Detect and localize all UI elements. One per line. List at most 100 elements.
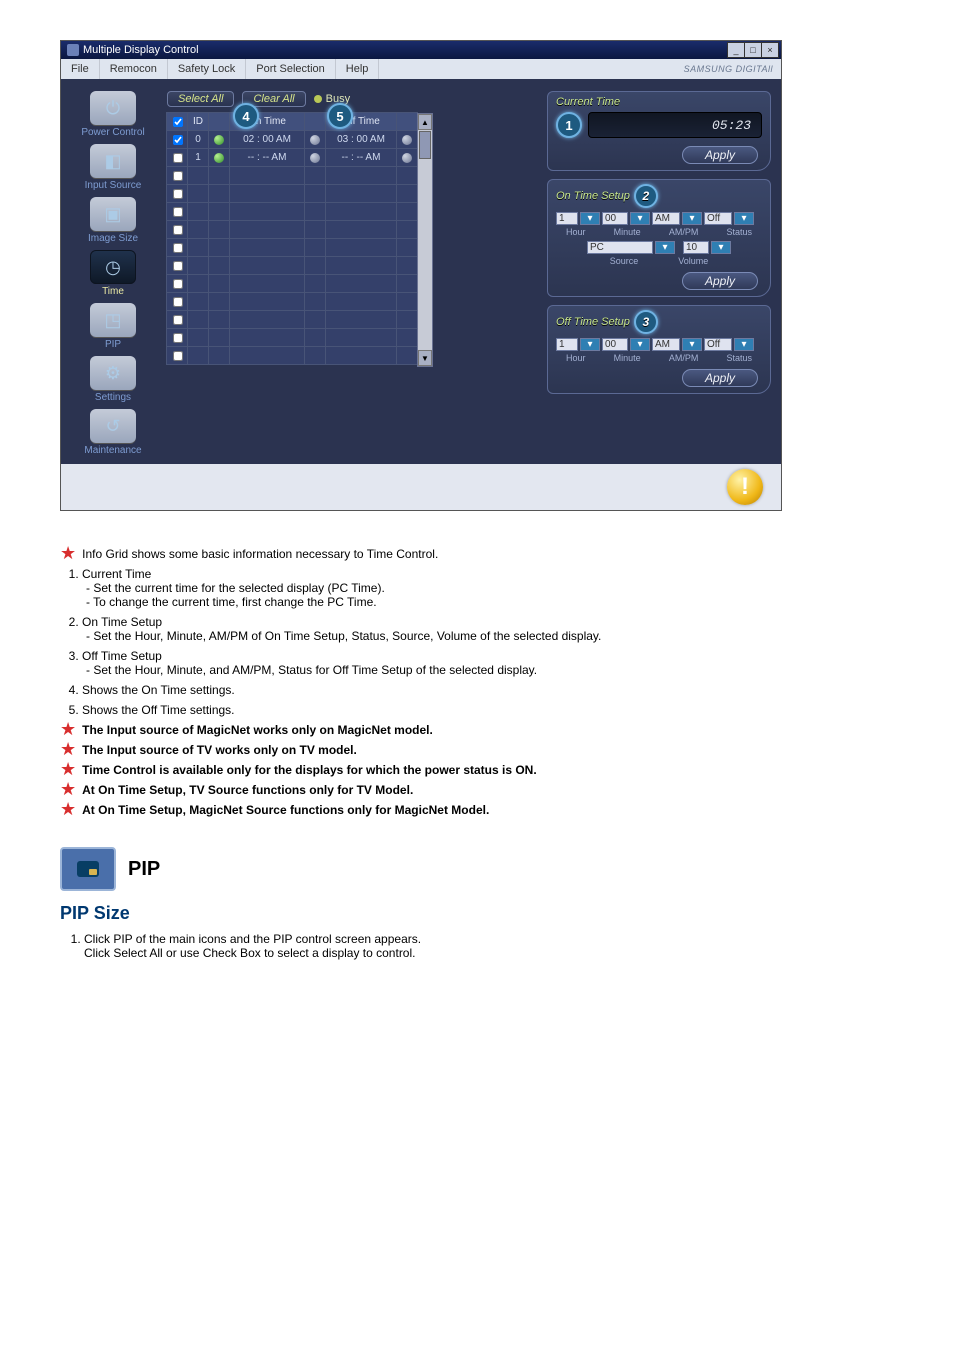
row-checkbox[interactable]	[166, 328, 188, 347]
col-id: ID	[187, 112, 209, 131]
dropdown-icon[interactable]: ▾	[655, 241, 675, 254]
panel-off-time: Off Time Setup 3 1▾ 00▾ AM▾ Off▾ Hour Mi…	[547, 305, 771, 394]
row-checkbox[interactable]	[166, 166, 188, 185]
table-cell	[187, 202, 209, 221]
row-checkbox[interactable]	[166, 130, 188, 149]
table-row[interactable]	[167, 167, 419, 185]
dropdown-icon[interactable]: ▾	[734, 212, 754, 225]
menu-help[interactable]: Help	[336, 59, 380, 79]
table-row[interactable]: 002 : 00 AM03 : 00 AM	[167, 131, 419, 149]
dropdown-icon[interactable]: ▾	[630, 212, 650, 225]
table-row[interactable]	[167, 257, 419, 275]
pip-section-icon	[60, 847, 116, 891]
table-row[interactable]	[167, 203, 419, 221]
table-row[interactable]	[167, 329, 419, 347]
sidebar-item-time[interactable]: ◷ Time	[67, 250, 159, 297]
sidebar-item-input-source[interactable]: ◧ Input Source	[67, 144, 159, 191]
off-hour-select[interactable]: 1	[556, 338, 578, 351]
dropdown-icon[interactable]: ▾	[734, 338, 754, 351]
col-status2	[304, 112, 326, 131]
off-status-select[interactable]: Off	[704, 338, 732, 351]
apply-off-time-button[interactable]: Apply	[682, 369, 758, 387]
menu-port-selection[interactable]: Port Selection	[246, 59, 335, 79]
row-checkbox[interactable]	[166, 202, 188, 221]
sidebar-item-power-control[interactable]: ⏻ Power Control	[67, 91, 159, 138]
row-checkbox[interactable]	[166, 310, 188, 329]
maximize-button[interactable]: □	[744, 42, 762, 58]
table-row[interactable]	[167, 293, 419, 311]
menu-remocon[interactable]: Remocon	[100, 59, 168, 79]
dropdown-icon[interactable]: ▾	[630, 338, 650, 351]
menu-file[interactable]: File	[61, 59, 100, 79]
table-cell	[304, 184, 326, 203]
table-row[interactable]	[167, 275, 419, 293]
table-cell	[396, 274, 418, 293]
on-labels: Hour Minute AM/PM Status	[556, 227, 762, 237]
row-checkbox[interactable]	[166, 256, 188, 275]
off-ampm-select[interactable]: AM	[652, 338, 680, 351]
warning-line: ★The Input source of MagicNet works only…	[60, 723, 860, 737]
apply-on-time-button[interactable]: Apply	[682, 272, 758, 290]
on-source-select[interactable]: PC	[587, 241, 653, 254]
dropdown-icon[interactable]: ▾	[580, 212, 600, 225]
row-checkbox[interactable]	[166, 292, 188, 311]
on-minute-select[interactable]: 00	[602, 212, 628, 225]
row-checkbox[interactable]	[166, 274, 188, 293]
table-row[interactable]	[167, 311, 419, 329]
table-cell	[396, 166, 418, 185]
table-row[interactable]: 1-- : -- AM-- : -- AM	[167, 149, 419, 167]
table-row[interactable]	[167, 185, 419, 203]
warning-text: At On Time Setup, MagicNet Source functi…	[82, 803, 489, 817]
table-cell	[304, 274, 326, 293]
table-cell: -- : -- AM	[229, 148, 305, 167]
warning-line: ★Time Control is available only for the …	[60, 763, 860, 777]
row-checkbox[interactable]	[166, 184, 188, 203]
sidebar-item-image-size[interactable]: ▣ Image Size	[67, 197, 159, 244]
on-status-select[interactable]: Off	[704, 212, 732, 225]
sidebar-item-settings[interactable]: ⚙ Settings	[67, 356, 159, 403]
scroll-down-icon[interactable]: ▼	[418, 350, 432, 366]
table-cell	[325, 184, 397, 203]
panel-title: Current Time	[556, 96, 762, 108]
panel-title: On Time Setup 2	[556, 184, 762, 208]
on-hour-select[interactable]: 1	[556, 212, 578, 225]
grid-scrollbar[interactable]: ▲ ▼	[417, 113, 433, 367]
apply-current-time-button[interactable]: Apply	[682, 146, 758, 164]
dropdown-icon[interactable]: ▾	[682, 338, 702, 351]
row-checkbox[interactable]	[166, 238, 188, 257]
scroll-thumb[interactable]	[419, 131, 431, 159]
minimize-button[interactable]: _	[727, 42, 745, 58]
power-icon: ⏻	[90, 91, 136, 125]
table-cell	[229, 346, 305, 365]
table-cell	[304, 292, 326, 311]
dropdown-icon[interactable]: ▾	[580, 338, 600, 351]
sidebar-label: Time	[67, 286, 159, 297]
sidebar-item-maintenance[interactable]: ↺ Maintenance	[67, 409, 159, 456]
col-check[interactable]	[166, 112, 188, 131]
table-row[interactable]	[167, 239, 419, 257]
menu-safety-lock[interactable]: Safety Lock	[168, 59, 246, 79]
off-minute-select[interactable]: 00	[602, 338, 628, 351]
sidebar-item-pip[interactable]: ◳ PIP	[67, 303, 159, 350]
table-cell	[229, 328, 305, 347]
dropdown-icon[interactable]: ▾	[682, 212, 702, 225]
dropdown-icon[interactable]: ▾	[711, 241, 731, 254]
row-checkbox[interactable]	[166, 220, 188, 239]
status-bar: !	[61, 464, 781, 510]
close-button[interactable]: ×	[761, 42, 779, 58]
sidebar-label: Maintenance	[67, 445, 159, 456]
note-item: Current Time- Set the current time for t…	[82, 567, 860, 609]
row-checkbox[interactable]	[166, 346, 188, 365]
table-cell	[396, 238, 418, 257]
table-cell	[187, 310, 209, 329]
on-ampm-select[interactable]: AM	[652, 212, 680, 225]
row-checkbox[interactable]	[166, 148, 188, 167]
select-all-button[interactable]: Select All	[167, 91, 234, 107]
table-cell	[208, 148, 230, 167]
table-cell	[229, 220, 305, 239]
table-row[interactable]	[167, 347, 419, 365]
step-text: Click Select All or use Check Box to sel…	[84, 946, 415, 960]
on-volume-select[interactable]: 10	[683, 241, 709, 254]
scroll-up-icon[interactable]: ▲	[418, 114, 432, 130]
table-row[interactable]	[167, 221, 419, 239]
